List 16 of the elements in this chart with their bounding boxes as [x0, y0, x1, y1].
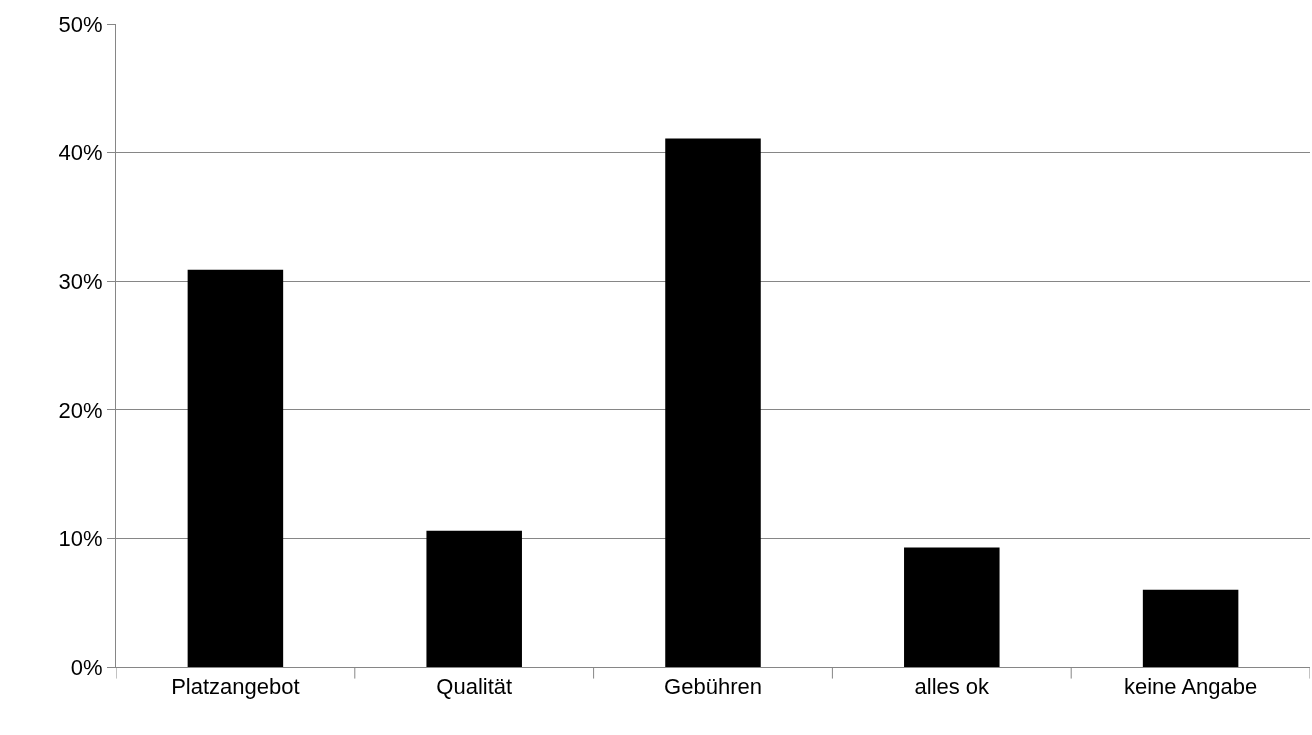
bar: [426, 530, 522, 667]
y-tick-label: 0%: [70, 654, 103, 680]
y-tick-label: 40%: [58, 140, 103, 166]
x-tick-label: keine Angabe: [1123, 674, 1258, 700]
bar: [665, 138, 761, 667]
x-tick-label: Platzangebot: [171, 674, 300, 700]
y-tick-label: 20%: [58, 397, 103, 423]
y-tick-label: 50%: [58, 11, 103, 37]
x-tick-label: Gebühren: [664, 674, 762, 700]
bar: [187, 269, 284, 667]
y-tick-label: 30%: [58, 268, 103, 294]
x-tick-label: Qualität: [436, 674, 513, 700]
bar: [904, 547, 1000, 667]
x-tick-label: alles ok: [914, 674, 991, 700]
y-tick-label: 10%: [58, 526, 103, 552]
bar: [1142, 589, 1239, 667]
